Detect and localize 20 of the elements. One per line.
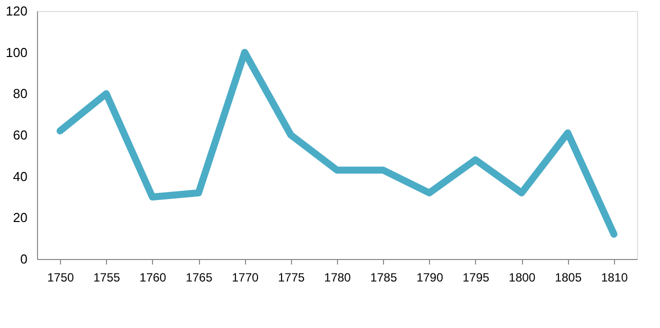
y-tick-label: 80 <box>13 86 28 102</box>
x-tick-label: 1805 <box>554 270 582 284</box>
y-tick-label: 100 <box>6 44 28 60</box>
x-tick-label: 1800 <box>508 270 536 284</box>
y-tick-label: 120 <box>6 4 28 18</box>
x-tick-label: 1760 <box>140 270 167 284</box>
x-tick-label: 1770 <box>232 270 259 284</box>
x-tick-label: 1790 <box>416 270 444 284</box>
y-tick-label: 40 <box>13 168 28 184</box>
x-tick-label: 1785 <box>370 270 398 284</box>
x-tick-label: 1810 <box>601 270 628 284</box>
y-tick-label: 20 <box>13 210 28 226</box>
x-tick-label: 1775 <box>278 270 306 284</box>
x-tick-label: 1750 <box>47 270 74 284</box>
x-tick-label: 1755 <box>93 270 120 284</box>
x-tick-label: 1765 <box>186 270 213 284</box>
x-tick-label: 1795 <box>462 270 490 284</box>
x-tick-label: 1780 <box>324 270 352 284</box>
y-tick-label: 0 <box>20 252 28 266</box>
y-tick-label: 60 <box>13 128 28 142</box>
